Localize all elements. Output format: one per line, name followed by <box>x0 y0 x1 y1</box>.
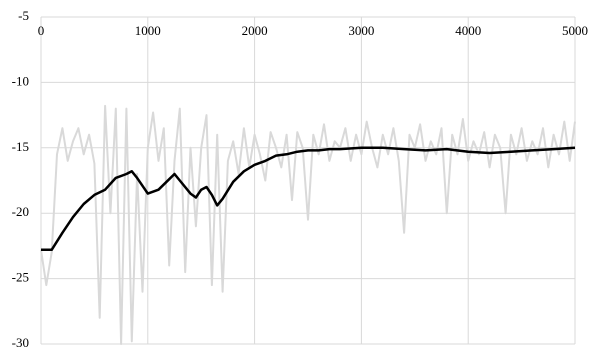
y-tick-label: -20 <box>12 204 29 219</box>
x-tick-label: 2000 <box>242 23 268 38</box>
y-tick-label: -30 <box>12 335 29 349</box>
x-tick-label: 5000 <box>562 23 588 38</box>
y-tick-label: -10 <box>12 73 29 88</box>
x-tick-label: 0 <box>38 23 45 38</box>
series-line <box>40 104 576 345</box>
y-tick-label: -5 <box>18 8 29 23</box>
y-tick-label: -15 <box>12 139 29 154</box>
x-tick-label: 4000 <box>455 23 481 38</box>
x-tick-label: 1000 <box>135 23 161 38</box>
y-tick-label: -25 <box>12 270 29 285</box>
series-line <box>41 146 576 252</box>
x-tick-label: 3000 <box>348 23 374 38</box>
